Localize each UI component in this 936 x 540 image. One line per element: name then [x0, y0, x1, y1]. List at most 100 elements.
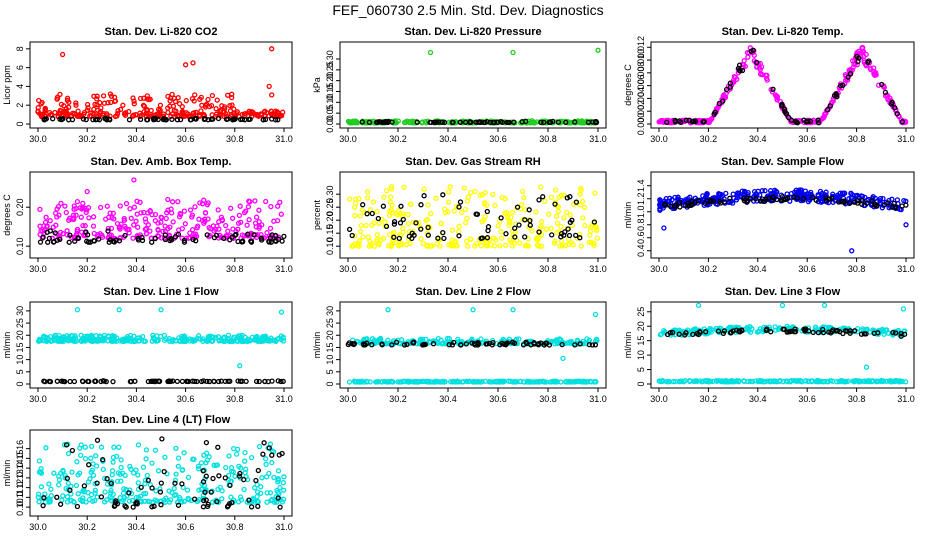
- data-point: [209, 112, 215, 118]
- data-point: [787, 328, 793, 335]
- data-point: [171, 107, 177, 114]
- x-tick-label: 30.0: [29, 134, 47, 144]
- data-point: [278, 336, 284, 343]
- y-tick-label: 10: [636, 350, 646, 360]
- data-point: [491, 119, 498, 126]
- data-point: [83, 116, 89, 123]
- data-point: [193, 238, 199, 244]
- data-point: [94, 93, 100, 99]
- data-point: [82, 455, 89, 462]
- data-point: [281, 233, 287, 240]
- data-point: [483, 341, 489, 347]
- data-point: [734, 190, 741, 196]
- data-point: [228, 494, 234, 500]
- data-point: [110, 210, 116, 216]
- data-point: [579, 198, 586, 204]
- data-point: [162, 236, 169, 243]
- y-tick-label: 2: [15, 103, 25, 108]
- data-point: [450, 119, 456, 125]
- data-point: [527, 222, 533, 228]
- data-point: [522, 234, 528, 240]
- x-tick-label: 30.2: [700, 394, 718, 404]
- data-point: [407, 201, 414, 208]
- data-point: [578, 243, 584, 249]
- data-point: [786, 114, 792, 121]
- data-point: [122, 472, 128, 479]
- y-axis-label: ml/min: [2, 332, 12, 359]
- data-point: [147, 208, 153, 215]
- data-point: [374, 232, 380, 238]
- data-point: [149, 239, 155, 245]
- data-point: [43, 445, 49, 451]
- y-tick-label: 15: [325, 342, 335, 352]
- data-point: [499, 378, 505, 385]
- data-point: [423, 217, 429, 224]
- data-point: [162, 454, 168, 460]
- data-point: [885, 200, 891, 206]
- data-point: [522, 217, 528, 223]
- y-tick-label: 0.012: [636, 36, 646, 59]
- data-point: [56, 338, 62, 344]
- data-point: [237, 494, 244, 500]
- data-point: [371, 220, 377, 226]
- data-point: [152, 235, 158, 242]
- data-point: [198, 486, 205, 492]
- data-point: [461, 185, 468, 191]
- data-point: [126, 490, 132, 496]
- data-point: [852, 378, 858, 384]
- data-point: [704, 198, 710, 204]
- data-point: [358, 222, 364, 229]
- data-point: [352, 213, 358, 219]
- data-point: [525, 243, 532, 249]
- x-tick-label: 30.2: [700, 134, 718, 144]
- x-tick-label: 30.6: [798, 134, 816, 144]
- x-tick-label: 31.0: [275, 394, 293, 404]
- data-point: [356, 196, 362, 202]
- data-point: [176, 214, 183, 220]
- data-point: [245, 231, 251, 237]
- data-point: [819, 116, 825, 122]
- data-point: [538, 218, 545, 225]
- data-point: [448, 243, 455, 249]
- data-point: [197, 96, 203, 102]
- data-point: [83, 209, 89, 216]
- data-point-outlier: [470, 307, 476, 313]
- data-point: [241, 486, 247, 493]
- data-point: [56, 473, 62, 479]
- data-point: [482, 189, 488, 196]
- data-point: [208, 489, 214, 495]
- data-point: [174, 378, 180, 385]
- y-tick-label: 0.20: [325, 211, 335, 229]
- data-point: [815, 117, 821, 123]
- x-tick-label: 31.0: [897, 264, 915, 274]
- data-point: [815, 327, 821, 333]
- data-point: [86, 496, 93, 503]
- panel-8: Stan. Dev. Line 2 Flow 30.0 30.2 30.4 30.6 30…: [312, 286, 607, 404]
- data-point-outlier: [510, 307, 516, 313]
- data-point: [172, 234, 179, 240]
- data-point: [552, 201, 558, 207]
- data-point: [37, 239, 44, 245]
- data-point: [559, 242, 566, 249]
- data-point: [375, 379, 382, 385]
- data-point: [766, 195, 772, 201]
- x-tick-label: 30.8: [848, 394, 866, 404]
- data-point: [736, 67, 742, 73]
- data-point: [723, 86, 730, 93]
- data-point: [130, 504, 136, 510]
- data-point: [490, 191, 496, 198]
- data-point: [439, 119, 446, 125]
- data-point: [127, 463, 133, 470]
- data-point: [374, 209, 380, 215]
- data-point: [815, 120, 822, 126]
- data-point: [533, 209, 539, 215]
- data-point: [476, 119, 483, 125]
- data-point: [435, 335, 441, 342]
- data-point: [253, 214, 260, 220]
- data-point: [667, 330, 673, 336]
- data-point: [219, 496, 225, 502]
- data-point: [374, 238, 380, 245]
- y-tick-label: 0.8: [636, 218, 646, 231]
- data-point: [98, 494, 105, 500]
